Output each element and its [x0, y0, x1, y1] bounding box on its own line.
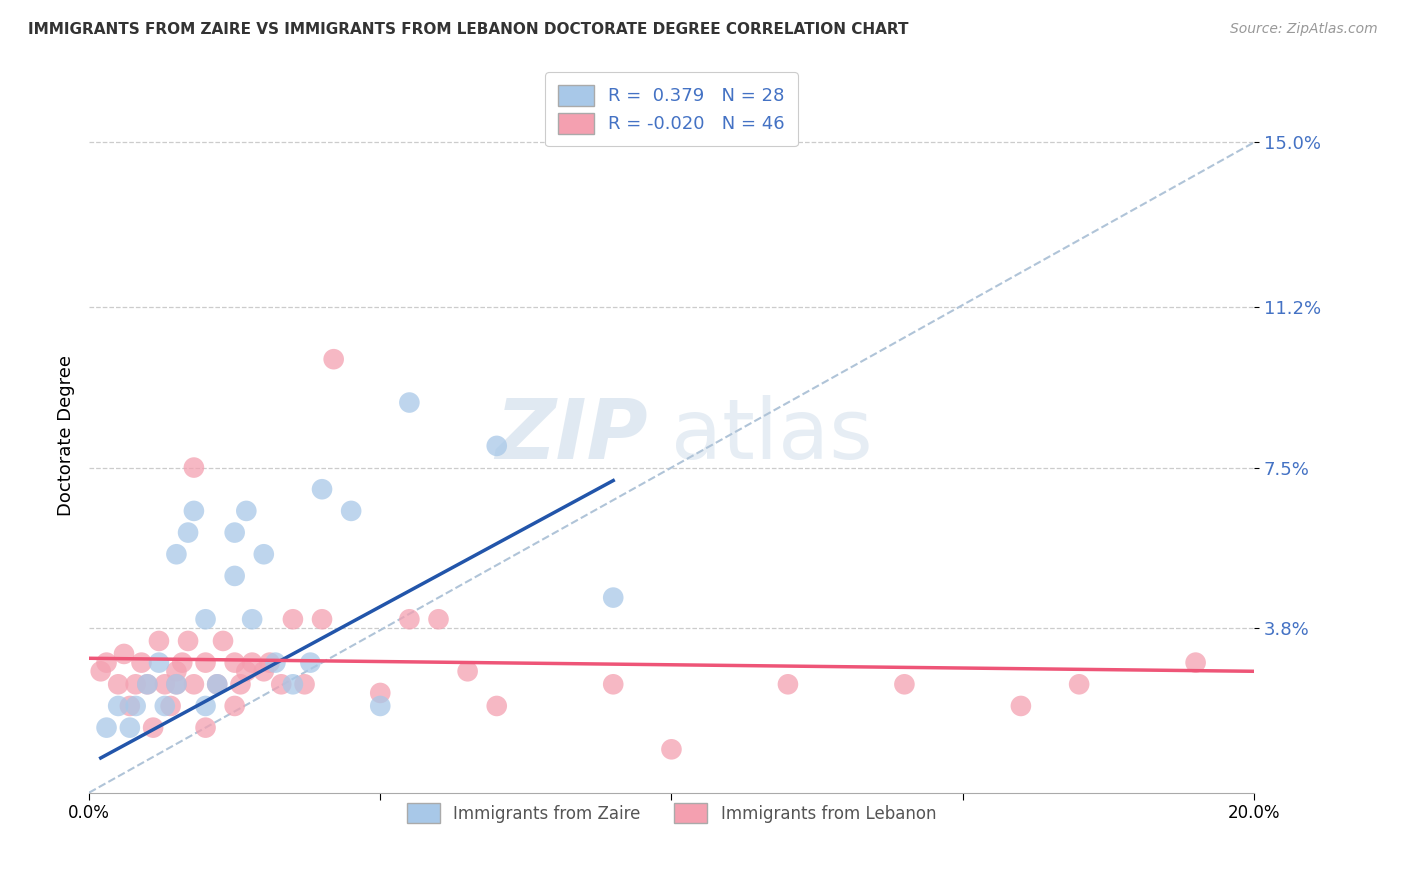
Y-axis label: Doctorate Degree: Doctorate Degree: [58, 354, 75, 516]
Point: [311, 612, 333, 626]
Point: [194, 612, 217, 626]
Point: [124, 698, 146, 713]
Point: [602, 677, 624, 691]
Point: [131, 656, 153, 670]
Point: [194, 656, 217, 670]
Point: [253, 547, 276, 561]
Point: [270, 677, 292, 691]
Point: [112, 647, 135, 661]
Text: IMMIGRANTS FROM ZAIRE VS IMMIGRANTS FROM LEBANON DOCTORATE DEGREE CORRELATION CH: IMMIGRANTS FROM ZAIRE VS IMMIGRANTS FROM…: [28, 22, 908, 37]
Point: [107, 698, 129, 713]
Point: [136, 677, 159, 691]
Text: atlas: atlas: [672, 394, 873, 475]
Point: [118, 721, 141, 735]
Point: [294, 677, 316, 691]
Point: [259, 656, 281, 670]
Point: [229, 677, 252, 691]
Legend: Immigrants from Zaire, Immigrants from Lebanon: Immigrants from Zaire, Immigrants from L…: [395, 792, 948, 834]
Point: [602, 591, 624, 605]
Point: [1069, 677, 1091, 691]
Point: [264, 656, 287, 670]
Point: [165, 665, 187, 679]
Point: [159, 698, 181, 713]
Point: [142, 721, 165, 735]
Point: [253, 665, 276, 679]
Point: [183, 460, 205, 475]
Point: [224, 656, 246, 670]
Point: [340, 504, 363, 518]
Point: [398, 395, 420, 409]
Point: [427, 612, 450, 626]
Point: [224, 569, 246, 583]
Point: [661, 742, 683, 756]
Point: [776, 677, 799, 691]
Point: [1010, 698, 1032, 713]
Point: [165, 677, 187, 691]
Point: [205, 677, 228, 691]
Point: [153, 677, 176, 691]
Point: [177, 634, 200, 648]
Point: [124, 677, 146, 691]
Point: [148, 634, 170, 648]
Point: [165, 677, 187, 691]
Point: [148, 656, 170, 670]
Point: [368, 686, 391, 700]
Point: [311, 482, 333, 496]
Point: [165, 547, 187, 561]
Point: [194, 721, 217, 735]
Text: Source: ZipAtlas.com: Source: ZipAtlas.com: [1230, 22, 1378, 37]
Point: [235, 504, 257, 518]
Point: [398, 612, 420, 626]
Point: [322, 352, 344, 367]
Point: [172, 656, 194, 670]
Point: [90, 665, 112, 679]
Point: [1184, 656, 1206, 670]
Point: [194, 698, 217, 713]
Point: [240, 612, 263, 626]
Point: [457, 665, 479, 679]
Point: [281, 612, 304, 626]
Point: [183, 504, 205, 518]
Point: [224, 698, 246, 713]
Point: [893, 677, 915, 691]
Text: ZIP: ZIP: [495, 394, 648, 475]
Point: [153, 698, 176, 713]
Point: [368, 698, 391, 713]
Point: [485, 439, 508, 453]
Point: [107, 677, 129, 691]
Point: [299, 656, 322, 670]
Point: [183, 677, 205, 691]
Point: [96, 721, 118, 735]
Point: [118, 698, 141, 713]
Point: [205, 677, 228, 691]
Point: [485, 698, 508, 713]
Point: [177, 525, 200, 540]
Point: [212, 634, 235, 648]
Point: [224, 525, 246, 540]
Point: [281, 677, 304, 691]
Point: [136, 677, 159, 691]
Point: [240, 656, 263, 670]
Point: [96, 656, 118, 670]
Point: [235, 665, 257, 679]
